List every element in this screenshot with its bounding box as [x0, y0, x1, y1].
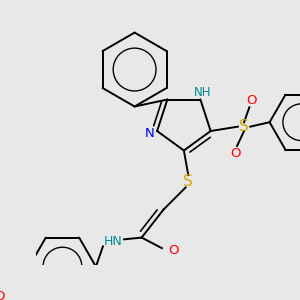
Text: O: O: [0, 290, 5, 300]
Text: S: S: [239, 119, 249, 134]
Text: O: O: [230, 146, 241, 160]
Text: N: N: [145, 127, 155, 140]
Text: NH: NH: [194, 86, 212, 99]
Text: O: O: [246, 94, 256, 107]
Text: O: O: [168, 244, 178, 257]
Text: S: S: [183, 174, 193, 189]
Text: HN: HN: [104, 236, 123, 248]
